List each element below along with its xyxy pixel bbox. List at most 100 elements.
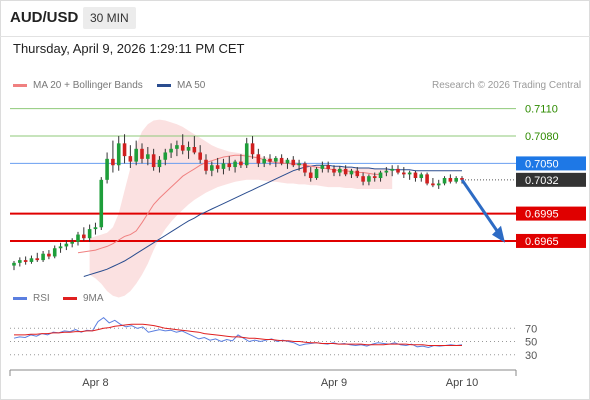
candle-body bbox=[140, 148, 144, 159]
candle-body bbox=[99, 179, 104, 228]
candle-body bbox=[82, 234, 86, 239]
credit-label: Research © 2026 Trading Central bbox=[432, 80, 582, 91]
legend-9ma-label: 9MA bbox=[83, 293, 104, 304]
candle-body bbox=[367, 176, 371, 182]
candle-body bbox=[436, 183, 441, 186]
candle-body bbox=[146, 154, 150, 159]
candle-body bbox=[448, 178, 453, 182]
candle-body bbox=[355, 170, 360, 177]
candle-body bbox=[407, 172, 412, 175]
candle-body bbox=[35, 258, 40, 261]
ma20-line bbox=[77, 154, 381, 254]
candle-body bbox=[111, 158, 115, 166]
candle-body bbox=[378, 172, 383, 179]
candle-body bbox=[279, 157, 284, 164]
candle-body bbox=[41, 253, 45, 261]
timeframe-button[interactable]: 30 MIN bbox=[83, 7, 136, 29]
candle-body bbox=[198, 152, 202, 160]
legend-rsi-label: RSI bbox=[33, 293, 50, 304]
candle-body bbox=[308, 172, 313, 179]
candle-body bbox=[105, 158, 109, 180]
candle-body bbox=[256, 154, 261, 164]
candle-body bbox=[180, 145, 185, 151]
candle-body bbox=[70, 241, 74, 244]
candle-body bbox=[175, 145, 179, 149]
candle-body bbox=[303, 163, 307, 173]
candle-body bbox=[122, 143, 127, 157]
legend-ma20-label: MA 20 + Bollinger Bands bbox=[33, 80, 143, 91]
candle-body bbox=[425, 174, 429, 184]
candle-body bbox=[192, 146, 197, 153]
candle-body bbox=[93, 227, 98, 230]
candle-body bbox=[116, 143, 121, 166]
price-badge-label: 0.6965 bbox=[525, 236, 559, 248]
x-axis-label: Apr 9 bbox=[321, 377, 347, 389]
rsi-swatch bbox=[13, 296, 27, 300]
candle-body bbox=[431, 183, 435, 186]
candle-body bbox=[87, 229, 92, 239]
price-badge-0.7050 bbox=[516, 156, 586, 171]
ma50-swatch bbox=[157, 83, 171, 87]
legend-rsi: RSI bbox=[13, 293, 50, 304]
candle-body bbox=[221, 163, 226, 169]
candle-body bbox=[239, 161, 243, 166]
candle-body bbox=[244, 143, 249, 166]
candle-body bbox=[326, 165, 330, 169]
candle-body bbox=[250, 143, 255, 155]
candle-body bbox=[297, 163, 301, 166]
legend-ma20: MA 20 + Bollinger Bands bbox=[13, 80, 143, 91]
candle-body bbox=[18, 260, 22, 263]
candle-body bbox=[372, 176, 377, 179]
candle-body bbox=[128, 156, 133, 162]
candle-body bbox=[64, 243, 69, 247]
chart-header: AUD/USD 30 MIN bbox=[0, 0, 590, 37]
candle-body bbox=[320, 165, 325, 169]
candle-body bbox=[442, 178, 447, 184]
price-badge-0.7032 bbox=[516, 172, 586, 187]
candle-body bbox=[285, 159, 290, 164]
candle-body bbox=[157, 159, 162, 168]
candle-body bbox=[274, 157, 278, 162]
legend-9ma: 9MA bbox=[63, 293, 104, 304]
price-badge-0.6995 bbox=[516, 206, 586, 221]
candle-body bbox=[29, 258, 34, 262]
candle-body bbox=[163, 152, 168, 160]
candle-body bbox=[419, 174, 424, 179]
candle-body bbox=[361, 176, 365, 182]
legend-ma50-label: MA 50 bbox=[177, 80, 206, 91]
rsi-tick-label: 30 bbox=[525, 350, 537, 362]
rsi-tick-label: 50 bbox=[525, 337, 537, 349]
candle-body bbox=[227, 163, 232, 168]
legend-ma50: MA 50 bbox=[157, 80, 205, 91]
candle-body bbox=[12, 262, 16, 266]
candle-body bbox=[186, 146, 191, 151]
ma9-swatch bbox=[63, 296, 77, 300]
forecast-arrow bbox=[460, 178, 501, 235]
candle-body bbox=[349, 170, 354, 175]
candle-body bbox=[204, 159, 208, 171]
x-axis-label: Apr 10 bbox=[446, 377, 478, 389]
candle-body bbox=[413, 172, 418, 179]
candle-body bbox=[384, 170, 389, 173]
x-axis-label: Apr 8 bbox=[82, 377, 108, 389]
candle-body bbox=[76, 234, 80, 242]
symbol-label: AUD/USD bbox=[10, 9, 79, 26]
level-label: 0.7080 bbox=[525, 131, 559, 143]
candle-body bbox=[23, 260, 28, 262]
ma20-swatch bbox=[13, 83, 27, 87]
candle-body bbox=[169, 148, 173, 153]
candle-body bbox=[134, 148, 138, 162]
candle-body bbox=[390, 168, 394, 171]
forecast-arrow-head bbox=[492, 225, 505, 243]
candle-body bbox=[215, 165, 220, 169]
rsi-line bbox=[13, 316, 463, 349]
level-label: 0.7110 bbox=[525, 104, 558, 116]
bollinger-band bbox=[89, 119, 393, 298]
candle-body bbox=[314, 168, 319, 179]
candle-body bbox=[262, 158, 266, 164]
candle-body bbox=[402, 172, 406, 175]
candle-body bbox=[233, 161, 237, 168]
candle-body bbox=[58, 246, 63, 249]
candle-body bbox=[47, 253, 51, 257]
